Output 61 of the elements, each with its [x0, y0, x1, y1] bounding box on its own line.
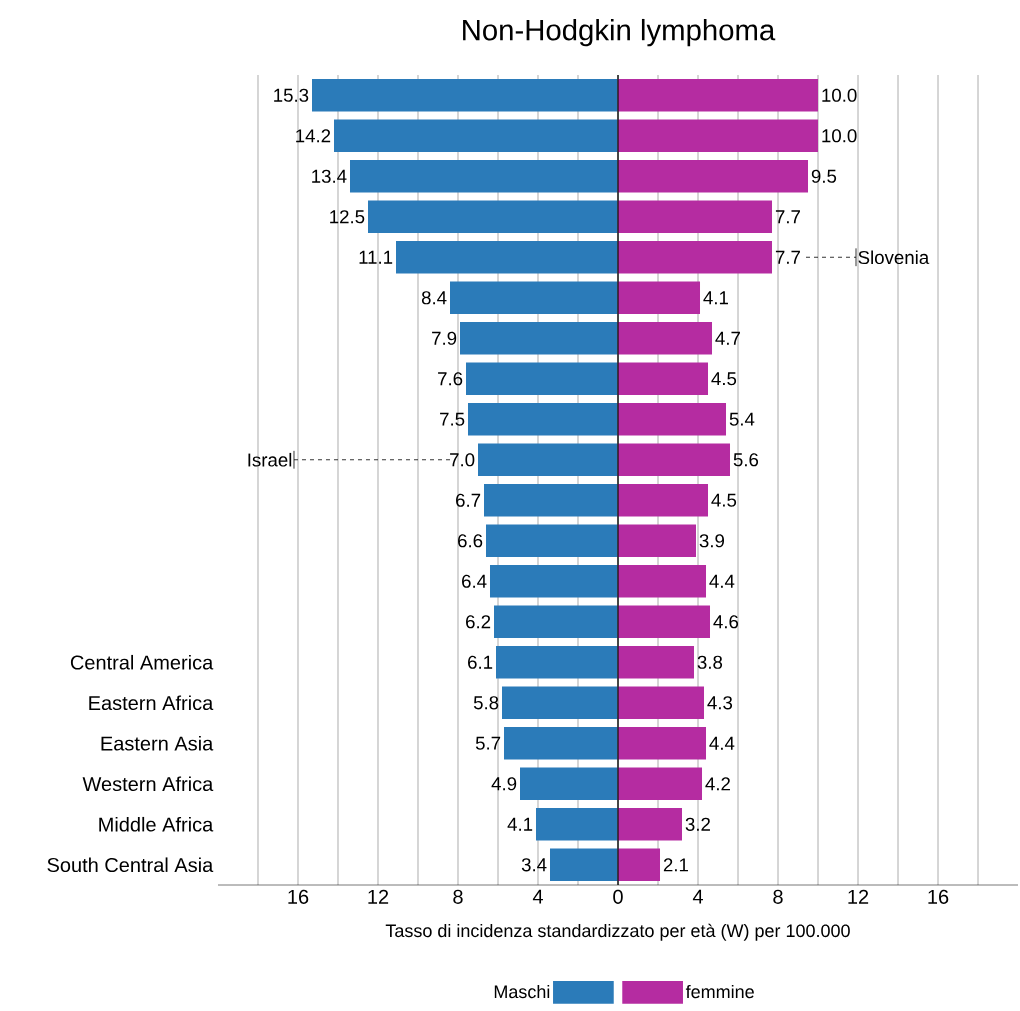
- data-label: 4.7: [715, 331, 740, 345]
- data-label: 7.6: [438, 372, 463, 386]
- data-label: 4.3: [707, 696, 733, 710]
- data-label: 12.5: [330, 210, 365, 224]
- x-tick-label: 4: [532, 889, 543, 904]
- x-tick-label: 12: [368, 889, 389, 904]
- data-label: 4.1: [703, 291, 728, 305]
- data-label: 14.2: [296, 129, 331, 143]
- data-label: 3.8: [697, 655, 723, 669]
- data-label: 6.4: [462, 574, 487, 588]
- legend-label: femmine: [685, 984, 754, 999]
- data-label: 5.6: [733, 453, 759, 467]
- x-tick-label: 16: [928, 889, 949, 904]
- x-tick-label: 8: [773, 889, 783, 904]
- data-label: 11.1: [359, 250, 393, 264]
- y-tick-label: Eastern Asia: [101, 735, 214, 751]
- data-label: 4.6: [713, 615, 739, 629]
- data-label: 5.7: [475, 736, 501, 750]
- data-label: 6.7: [456, 493, 481, 507]
- data-label: 7.0: [450, 453, 475, 467]
- data-label: 4.1: [507, 817, 533, 831]
- data-label: 5.8: [473, 696, 499, 710]
- y-tick-label: Eastern Africa: [89, 695, 214, 711]
- y-tick-label: South Central Asia: [47, 857, 214, 873]
- data-label: 7.9: [432, 331, 457, 345]
- data-label: 6.1: [468, 655, 493, 669]
- chart-title: Non-Hodgkin lymphoma: [463, 18, 776, 47]
- legend-label: Maschi: [494, 984, 550, 999]
- y-tick-label: Western Africa: [82, 776, 214, 792]
- annotation: Israel: [248, 452, 292, 467]
- data-label: 4.4: [709, 736, 735, 750]
- x-tick-label: 4: [692, 889, 703, 904]
- data-label: 4.4: [709, 574, 735, 588]
- data-label: 3.4: [521, 858, 547, 872]
- data-label: 4.2: [705, 777, 730, 791]
- data-label: 4.5: [711, 372, 737, 386]
- x-tick-label: 0: [613, 889, 623, 904]
- x-tick-label: 12: [848, 889, 869, 904]
- x-tick-label: 8: [453, 889, 463, 904]
- data-label: 8.4: [421, 291, 447, 305]
- data-label: 10.0: [822, 88, 857, 102]
- data-label: 3.9: [699, 534, 724, 548]
- data-label: 7.7: [775, 210, 800, 224]
- data-label: 3.2: [685, 817, 710, 831]
- x-axis-title: Tasso di incidenza standardizzato per età (W) per 100.000: [385, 923, 850, 941]
- data-label: 7.5: [440, 412, 465, 426]
- data-label: 5.4: [729, 412, 755, 426]
- x-tick-label: 16: [288, 889, 309, 904]
- annotation: Slovenia: [858, 250, 930, 265]
- data-label: 9.5: [811, 169, 837, 183]
- data-label: 4.9: [491, 777, 517, 791]
- data-label: 4.5: [711, 493, 737, 507]
- y-tick-label: Central America: [70, 654, 214, 670]
- data-label: 2.1: [663, 858, 688, 872]
- y-tick-label: Middle Africa: [99, 816, 214, 832]
- data-label: 7.7: [775, 250, 800, 264]
- data-label: 6.6: [458, 534, 483, 548]
- data-label: 15.3: [274, 88, 309, 102]
- data-label: 13.4: [312, 169, 347, 183]
- data-label: 10.0: [822, 129, 857, 143]
- data-label: 6.2: [466, 615, 491, 629]
